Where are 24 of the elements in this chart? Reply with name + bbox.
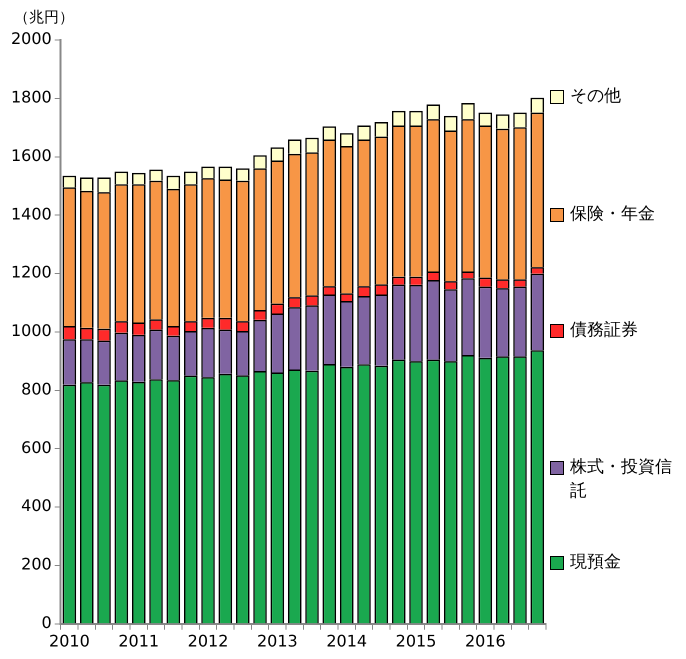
y-tick-label: 1400: [11, 204, 52, 224]
x-tick-label: 2015: [396, 632, 436, 651]
y-tick-label: 1800: [11, 88, 52, 107]
y-tick-label: 1600: [11, 146, 52, 165]
y-tick-label: 200: [21, 554, 52, 574]
x-tick-label: 2012: [188, 632, 228, 651]
y-tick-label: 1200: [11, 262, 52, 282]
x-tick-label: 2014: [326, 632, 368, 651]
y-tick-label: 800: [21, 379, 52, 398]
legend-label: 保険・年金: [570, 203, 656, 226]
legend-label: 株式・投資信託: [570, 456, 673, 503]
x-tick-label: 2016: [464, 632, 506, 651]
y-axis-title: （兆円）: [14, 8, 74, 27]
y-tick-label: 600: [21, 438, 52, 457]
y-tick-label: 2000: [11, 29, 52, 48]
x-tick-label: 2013: [257, 632, 298, 651]
legend-label: その他: [570, 85, 622, 108]
y-tick-label: 400: [21, 496, 52, 516]
y-tick-label: 0: [42, 612, 52, 632]
legend-label: 現預金: [570, 551, 622, 574]
x-tick-label: 2011: [118, 632, 160, 651]
x-tick-label: 2010: [49, 632, 90, 651]
legend-label: 債務証券: [570, 319, 639, 342]
y-tick-label: 1000: [11, 321, 52, 340]
